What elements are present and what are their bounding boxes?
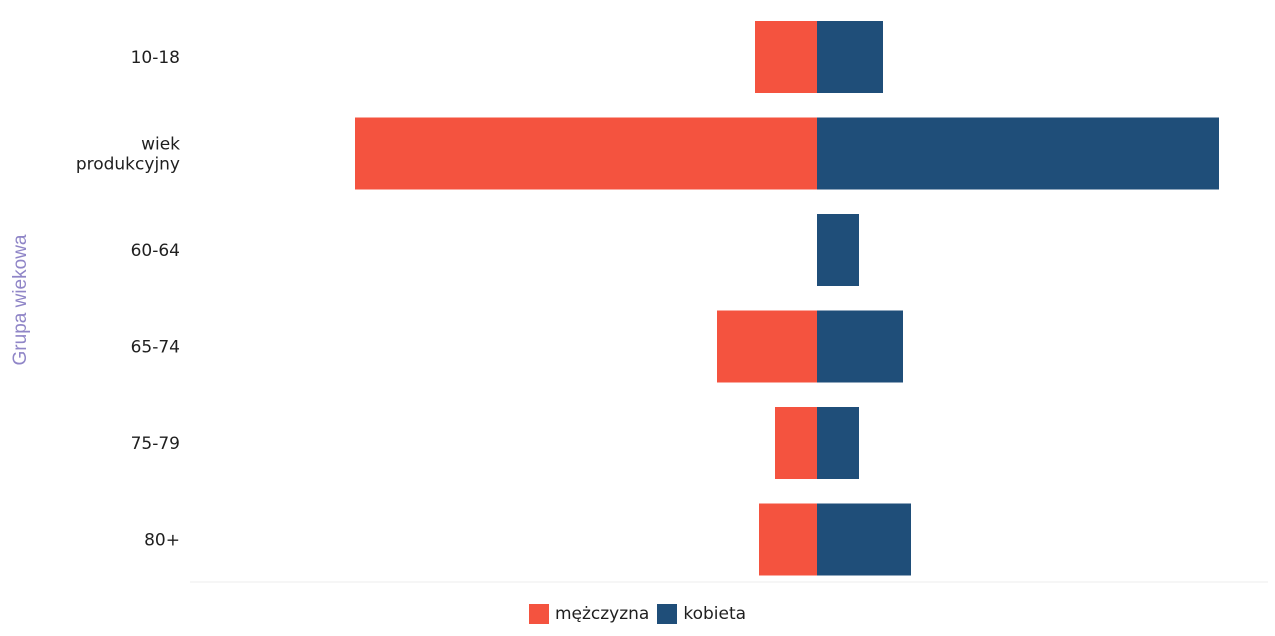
legend-swatch-male: [528, 604, 549, 624]
y-axis-label: Grupa wiekowa: [10, 234, 31, 365]
legend-label-male: mężczyzna: [554, 604, 650, 624]
legend-label-female: kobieta: [683, 604, 747, 624]
category-label: wiek produkcyjny: [76, 135, 180, 175]
legend-swatch-female: [657, 604, 678, 624]
category-label-line: 10-18: [131, 48, 180, 68]
bar-chart: Grupa wiekowa 10-18 wiek produkcyjny 60-64 6…: [10, 21, 1268, 583]
bar-female[interactable]: [817, 214, 859, 286]
category-labels: 10-18 wiek produkcyjny 60-64 65-74 75-79 80+: [76, 48, 180, 551]
bar-female[interactable]: [817, 503, 911, 576]
bar-female[interactable]: [817, 310, 903, 383]
category-label: 60-64: [131, 241, 180, 261]
bar-male[interactable]: [775, 407, 817, 479]
bar-male[interactable]: [759, 503, 817, 576]
legend-item-female[interactable]: kobieta: [657, 604, 746, 624]
category-label-line: 75-79: [131, 434, 180, 454]
category-label-line: 60-64: [131, 241, 180, 261]
legend: mężczyzna kobieta: [0, 604, 1275, 624]
category-label: 10-18: [131, 48, 180, 68]
category-label: 75-79: [131, 434, 180, 454]
category-label-line: 65-74: [131, 338, 180, 358]
bar-male[interactable]: [355, 117, 817, 190]
bar-female[interactable]: [817, 407, 859, 479]
bar-male[interactable]: [755, 21, 817, 93]
category-label-line: 80+: [144, 531, 180, 551]
category-label-line: produkcyjny: [76, 155, 180, 175]
bar-male[interactable]: [717, 310, 817, 383]
bar-female[interactable]: [817, 117, 1219, 190]
category-label: 80+: [144, 531, 180, 551]
category-label: 65-74: [131, 338, 180, 358]
legend-item-male[interactable]: mężczyzna: [528, 604, 650, 624]
bars: [355, 21, 1219, 576]
category-label-line: wiek: [141, 135, 180, 155]
bar-female[interactable]: [817, 21, 883, 93]
